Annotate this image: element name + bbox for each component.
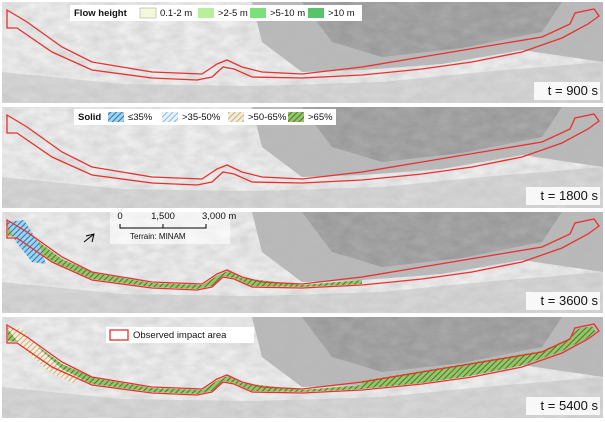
- legend-label: >50-65%: [248, 112, 287, 123]
- time-label: t = 1800 s: [541, 188, 599, 203]
- scale-bar: [119, 224, 207, 229]
- flow-extent: [6, 220, 46, 264]
- legend-swatch: [228, 112, 244, 122]
- legend-label: ≤35%: [128, 112, 153, 123]
- legend-swatch: [250, 8, 266, 18]
- flow-extent: [6, 327, 82, 383]
- legend-label: >2-5 m: [218, 8, 248, 19]
- legend-swatch: [162, 112, 178, 122]
- time-bg: [526, 187, 600, 205]
- legend-title: Solid: [78, 112, 101, 123]
- legend-label: Observed impact area: [133, 330, 227, 341]
- time-bg: [526, 292, 600, 310]
- terrain: [2, 212, 603, 313]
- legend-swatch: [109, 329, 129, 341]
- legend-label: 0.1-2 m: [160, 8, 192, 19]
- scale-bg: [110, 210, 230, 244]
- terrain-credit: Terrain: MINAM: [130, 232, 186, 241]
- time-bg: [526, 397, 600, 415]
- legend-label: >65%: [308, 112, 333, 123]
- legend-box: [74, 109, 336, 125]
- scale-label: 0: [117, 211, 122, 222]
- scale-label: 3,000 m: [202, 211, 236, 222]
- legend-box: [106, 327, 254, 343]
- panel: Solid ≤35% >35-50% >50-65% >65% t = 1800…: [2, 107, 603, 208]
- legend-swatch: [108, 112, 124, 122]
- panel: Observed impact area t = 5400 s: [2, 317, 603, 418]
- scale-label: 1,500: [151, 211, 175, 222]
- legend-swatch: [198, 8, 214, 18]
- legend-label: >10 m: [328, 8, 355, 19]
- legend-label: >35-50%: [182, 112, 221, 123]
- legend-title: Flow height: [74, 8, 128, 19]
- legend-label: >5-10 m: [270, 8, 305, 19]
- legend-swatch: [139, 7, 157, 19]
- panel: 0 1,500 3,000 m Terrain: MINAM t = 3600 …: [2, 210, 603, 313]
- legend-swatch: [308, 8, 324, 18]
- north-arrow: [83, 233, 95, 243]
- time-label: t = 900 s: [548, 83, 599, 98]
- legend-swatch: [288, 112, 304, 122]
- time-label: t = 5400 s: [541, 398, 599, 413]
- terrain: [2, 317, 603, 418]
- panel: Flow height 0.1-2 m >2-5 m >5-10 m >10 m…: [2, 2, 603, 103]
- time-label: t = 3600 s: [541, 293, 599, 308]
- time-bg: [534, 82, 600, 100]
